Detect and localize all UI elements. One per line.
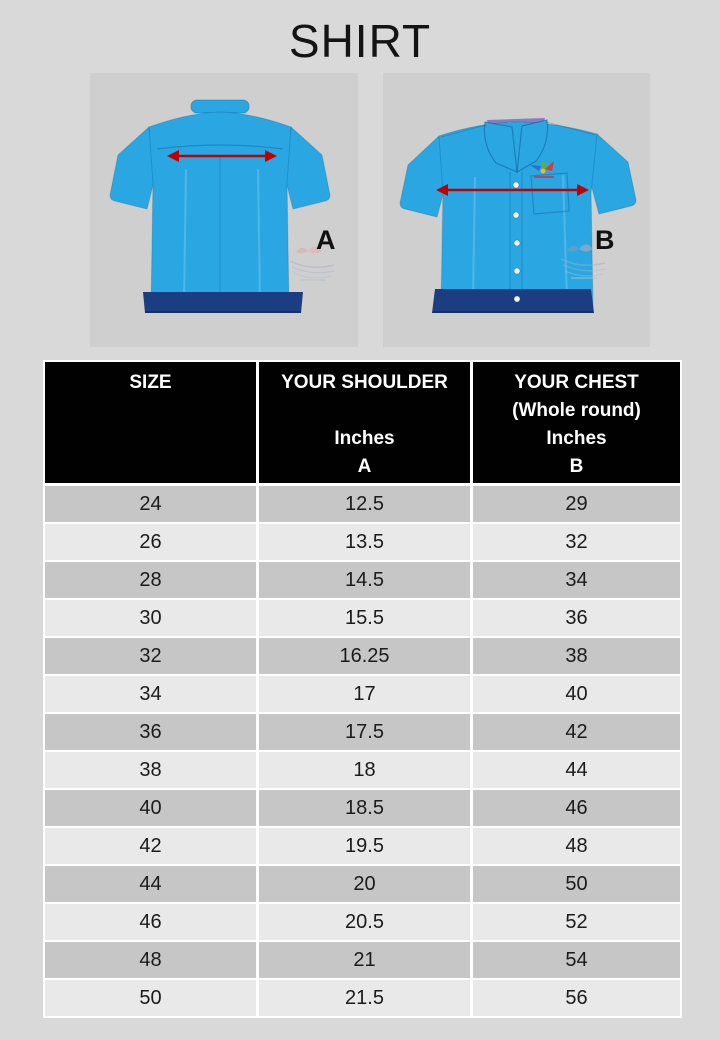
collar-flap-right [516,119,549,174]
measurement-arrow-b [436,184,589,196]
shoulder-cell: 16.25 [259,638,470,674]
shoulder-cell: 12.5 [259,486,470,522]
chest-cell: 46 [473,790,680,826]
chest-cell: 32 [473,524,680,560]
measurement-label-b: B [595,225,615,255]
chest-cell: 56 [473,980,680,1016]
size-cell: 50 [45,980,256,1016]
chest-cell: 34 [473,562,680,598]
shoulder-cell: 17 [259,676,470,712]
size-chart-table: SIZE YOUR SHOULDER Inches A YOUR CHEST (… [43,360,682,1018]
collar-flap-left [483,121,518,173]
header-chest-unit: Inches [546,428,607,449]
table-header: SIZE YOUR SHOULDER Inches A YOUR CHEST (… [45,362,680,483]
shoulder-cell: 15.5 [259,600,470,636]
table-row: 38 18 44 [45,752,680,788]
size-cell: 42 [45,828,256,864]
size-cell: 38 [45,752,256,788]
measurement-label-a: A [316,225,336,255]
chest-cell: 29 [473,486,680,522]
table-row: 44 20 50 [45,866,680,902]
table-row: 50 21.5 56 [45,980,680,1016]
shoulder-cell: 18.5 [259,790,470,826]
header-chest-subtitle: (Whole round) [512,400,641,421]
shoulder-cell: 19.5 [259,828,470,864]
chest-cell: 48 [473,828,680,864]
shoulder-cell: 14.5 [259,562,470,598]
shoulder-cell: 21 [259,942,470,978]
chest-cell: 40 [473,676,680,712]
chest-cell: 54 [473,942,680,978]
header-chest: YOUR CHEST (Whole round) Inches B [473,362,680,483]
buttons [512,181,521,303]
chest-cell: 44 [473,752,680,788]
watermark [289,246,335,281]
size-cell: 46 [45,904,256,940]
header-chest-letter: B [569,456,584,477]
size-cell: 24 [45,486,256,522]
chest-cell: 38 [473,638,680,674]
chest-pocket [530,172,570,215]
table-row: 40 18.5 46 [45,790,680,826]
header-shoulder-letter: A [357,456,372,477]
yoke-seam [156,144,284,150]
shoulder-cell: 17.5 [259,714,470,750]
shoulder-cell: 21.5 [259,980,470,1016]
measurement-arrow-a [167,150,277,162]
size-cell: 34 [45,676,256,712]
header-size-title: SIZE [129,372,172,393]
brand-logo-icon [530,159,554,178]
size-cell: 44 [45,866,256,902]
header-size: SIZE [45,362,256,483]
size-cell: 40 [45,790,256,826]
size-cell: 48 [45,942,256,978]
size-cell: 32 [45,638,256,674]
shoulder-cell: 20.5 [259,904,470,940]
table-row: 42 19.5 48 [45,828,680,864]
header-chest-title: YOUR CHEST [514,372,639,393]
shirt-back-photo: A [90,73,358,347]
size-cell: 28 [45,562,256,598]
watermark [560,244,606,279]
header-shoulder-unit: Inches [334,428,395,449]
shoulder-cell: 20 [259,866,470,902]
table-row: 46 20.5 52 [45,904,680,940]
shirt-front-photo: B [383,73,650,347]
table-row: 30 15.5 36 [45,600,680,636]
table-row: 34 17 40 [45,676,680,712]
size-table-rows: 24 12.5 29 26 13.5 32 28 14.5 34 30 15.5… [45,486,680,1016]
size-cell: 26 [45,524,256,560]
table-row: 48 21 54 [45,942,680,978]
chest-cell: 36 [473,600,680,636]
size-cell: 30 [45,600,256,636]
shoulder-cell: 18 [259,752,470,788]
table-row: 36 17.5 42 [45,714,680,750]
hem-band [143,292,303,313]
page-title: SHIRT [288,15,432,67]
table-row: 28 14.5 34 [45,562,680,598]
table-row: 24 12.5 29 [45,486,680,522]
hem-band [432,289,594,313]
chest-cell: 42 [473,714,680,750]
shoulder-cell: 13.5 [259,524,470,560]
table-row: 26 13.5 32 [45,524,680,560]
button-placket [509,172,523,306]
table-row: 32 16.25 38 [45,638,680,674]
shirt-back-illustration [109,99,335,313]
chest-cell: 52 [473,904,680,940]
chest-cell: 50 [473,866,680,902]
size-cell: 36 [45,714,256,750]
shirt-front-illustration [399,118,637,313]
header-shoulder: YOUR SHOULDER Inches A [259,362,470,483]
header-shoulder-title: YOUR SHOULDER [281,372,448,393]
